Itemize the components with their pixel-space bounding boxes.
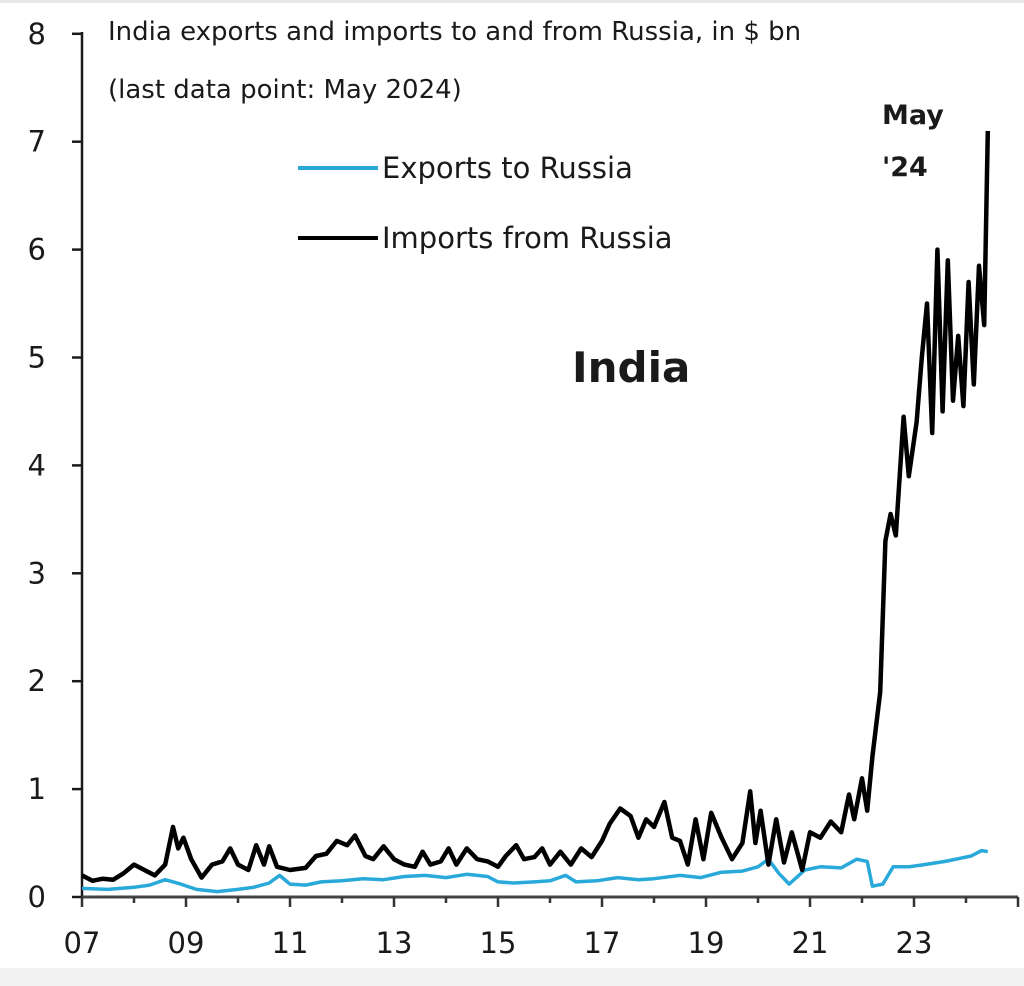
annotation-month: May [882,100,944,131]
y-tick-label: 8 [28,17,46,51]
legend-exports-label: Exports to Russia [382,151,633,185]
exports-line [81,848,989,894]
legend-imports-label: Imports from Russia [382,221,673,255]
x-tick-label: 09 [168,926,205,960]
y-tick-label: 1 [28,772,46,806]
x-tick-label: 19 [688,926,725,960]
y-tick-label: 0 [28,880,46,914]
x-ticks: 07 09 11 13 15 17 19 21 23 [64,897,1020,960]
panel-label: India [572,343,690,392]
y-tick-label: 4 [28,448,46,482]
y-tick-label: 2 [28,664,46,698]
bottom-strip [0,968,1024,986]
y-tick-label: 7 [28,125,46,159]
y-tick-label: 5 [28,341,46,375]
x-tick-label: 17 [584,926,621,960]
x-tick-label: 21 [792,926,829,960]
x-tick-label: 07 [64,926,101,960]
y-ticks: 0 1 2 3 4 5 6 7 8 [28,17,82,914]
chart-subtitle: (last data point: May 2024) [108,75,462,105]
x-tick-label: 23 [896,926,933,960]
y-tick-label: 3 [28,556,46,590]
imports-line [80,130,991,884]
annotation-year: '24 [882,152,928,183]
y-tick-label: 6 [28,233,46,267]
chart-title: India exports and imports to and from Ru… [108,17,801,47]
legend: Exports to Russia Imports from Russia [298,151,673,255]
x-tick-label: 15 [480,926,517,960]
x-tick-label: 13 [376,926,413,960]
top-border [0,0,1024,3]
x-tick-label: 11 [272,926,309,960]
